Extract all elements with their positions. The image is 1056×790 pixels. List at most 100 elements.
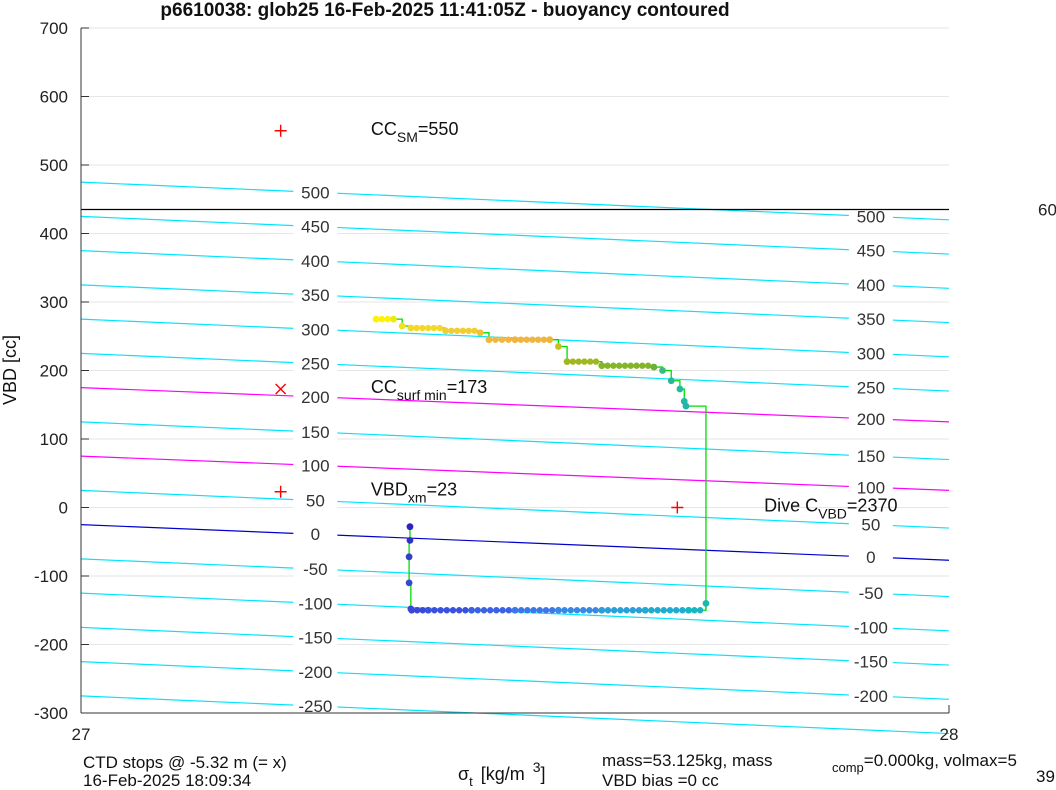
ascent-point (644, 362, 652, 369)
descent-point (405, 579, 413, 587)
contour-label-bg (848, 650, 893, 671)
contour-label: 0 (311, 525, 320, 544)
contour-line (80, 524, 950, 561)
contour-label-bg (848, 407, 893, 428)
contour-line (80, 284, 950, 324)
descent-point (536, 607, 543, 614)
descent-point (493, 607, 500, 614)
descent-point (431, 607, 438, 614)
plus-marker (274, 485, 287, 498)
descent-point (549, 607, 556, 614)
descent-point (641, 606, 649, 614)
contour-label: 450 (857, 242, 885, 261)
ascent-point (546, 336, 554, 344)
descent-point (702, 600, 710, 607)
y-tick-label: 200 (40, 362, 68, 381)
descent-point (561, 607, 568, 614)
y-axis-label: VBD [cc] (0, 335, 20, 405)
ascent-point (610, 362, 617, 369)
contour-label-bg (293, 318, 338, 339)
descent-point (511, 606, 519, 614)
contour-line (80, 352, 950, 392)
descent-point (419, 607, 426, 614)
ascent-point (407, 324, 415, 332)
y-tick-label: 0 (59, 499, 68, 518)
x-axis-label-symbol: σ (458, 764, 469, 784)
ascent-point (378, 315, 386, 323)
descent-point (685, 606, 692, 614)
x-axis-label-close: ] (541, 764, 546, 784)
descent-point (524, 607, 531, 614)
footer-right-fragment: 39 (1036, 767, 1055, 786)
footer-mass-comp: comp=0.000kg, volmax=5 (832, 751, 1017, 775)
contour-line (80, 421, 950, 461)
reference-line-label: 60 (1038, 201, 1056, 220)
contour-label-bg (848, 513, 893, 534)
contour-line (80, 558, 950, 598)
contour-line (80, 215, 950, 255)
descent-point (635, 607, 643, 614)
descent-point (462, 607, 469, 614)
marker-annotation: VBDxm=23 (371, 480, 457, 506)
ascent-point (471, 327, 478, 334)
descent-point (660, 607, 667, 614)
ascent-point (390, 315, 397, 323)
contour-label: -250 (298, 697, 332, 716)
descent-point (586, 607, 593, 614)
ascent-point (587, 358, 594, 365)
descent-point (480, 607, 488, 614)
ascent-point (604, 362, 611, 369)
ascent-point (413, 324, 420, 332)
descent-point (542, 607, 550, 614)
ascent-point (453, 327, 461, 334)
ascent-point (442, 327, 449, 335)
descent-point (679, 607, 686, 614)
ascent-point (627, 362, 634, 369)
descent-point (406, 523, 414, 531)
descent-point (474, 607, 481, 614)
ascent-point (650, 363, 658, 371)
footer-mass-comp-rest: =0.000kg, volmax=5 (864, 751, 1017, 770)
contour-label: 200 (301, 388, 329, 407)
descent-point (555, 606, 562, 614)
descent-point (437, 607, 444, 614)
descent-point (406, 536, 414, 544)
contour-label: 0 (866, 548, 875, 567)
descent-point (666, 607, 674, 614)
contour-label: 350 (301, 286, 329, 305)
ascent-point (529, 336, 536, 343)
ascent-point (540, 336, 548, 343)
ascent-point (505, 336, 512, 343)
contour-label-bg (293, 695, 338, 716)
contour-label-bg (293, 352, 338, 373)
marker-annotation: Dive CVBD=2370 (764, 496, 897, 522)
contour-label-bg (293, 592, 338, 613)
ascent-point (615, 362, 623, 369)
y-tick-label: 500 (40, 156, 68, 175)
y-tick-label: -300 (34, 704, 68, 723)
contour-label: -200 (298, 663, 332, 682)
contour-label: 150 (301, 423, 329, 442)
descent-point (456, 607, 463, 614)
descent-point (673, 607, 680, 614)
ascent-point (498, 336, 506, 343)
contour-label-bg (848, 582, 893, 603)
contour-label: 450 (301, 218, 329, 237)
contour-label: -100 (854, 618, 888, 637)
contour-label: 250 (301, 355, 329, 374)
ascent-point (436, 324, 443, 332)
y-tick-label: 300 (40, 293, 68, 312)
contour-label-bg (848, 445, 893, 466)
contour-label: -50 (859, 584, 884, 603)
descent-point (505, 607, 512, 614)
descent-point (580, 607, 587, 614)
contour-label: 350 (857, 310, 885, 329)
contour-line (80, 626, 950, 666)
contour-label-bg (848, 205, 893, 226)
contour-label-bg (848, 684, 893, 705)
contour-label: -200 (854, 687, 888, 706)
contour-label-bg (848, 239, 893, 260)
marker-annotation: CCsurf min=173 (371, 377, 487, 403)
contour-label: 500 (301, 183, 329, 202)
descent-point (573, 607, 581, 614)
